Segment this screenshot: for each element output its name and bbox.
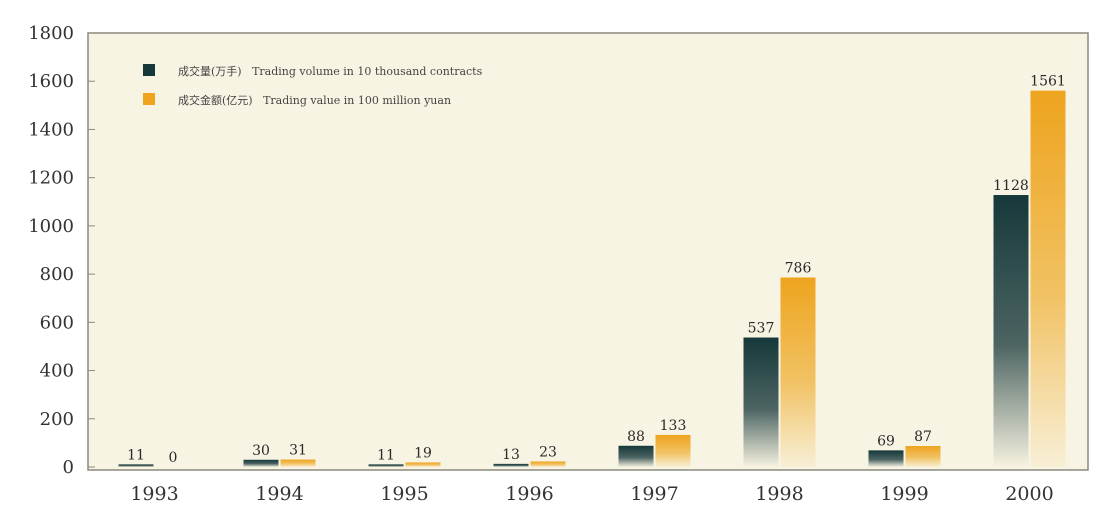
y-tick-label: 0 xyxy=(63,457,74,478)
y-tick-label: 800 xyxy=(40,264,74,285)
value-bar-1995 xyxy=(405,462,441,467)
value-data-label-1996: 23 xyxy=(539,444,557,460)
value-bar-2000 xyxy=(1030,90,1066,468)
y-tick-label: 1800 xyxy=(28,23,74,44)
volume-data-label-1999: 69 xyxy=(877,433,895,449)
volume-data-label-1995: 11 xyxy=(377,447,395,463)
data-labels: 11 0 30 31 11 19 13 23 88 133 537 786 69 87 1128 1561 xyxy=(127,74,1066,466)
bars xyxy=(118,90,1066,468)
value-bar-1996 xyxy=(530,461,566,467)
legend-swatch-volume xyxy=(143,64,155,76)
value-data-label-1995: 19 xyxy=(414,445,432,461)
value-data-label-1994: 31 xyxy=(289,443,307,459)
volume-bar-1999 xyxy=(868,450,904,467)
x-tick-label: 1993 xyxy=(130,483,178,505)
x-tick-label: 1996 xyxy=(505,483,553,505)
y-tick-label: 600 xyxy=(40,312,74,333)
value-bar-1994 xyxy=(280,459,316,467)
volume-data-label-1998: 537 xyxy=(748,321,775,337)
volume-bar-1995 xyxy=(368,464,404,467)
legend-swatch-value xyxy=(143,93,155,105)
volume-data-label-1997: 88 xyxy=(627,429,645,445)
x-tick-label: 1995 xyxy=(380,483,428,505)
legend-label-value: 成交金额(亿元) Trading value in 100 million yu… xyxy=(178,93,451,107)
x-tick-label: 1994 xyxy=(255,483,303,505)
y-tick-label: 200 xyxy=(40,409,74,430)
x-axis: 1993 1994 1995 1996 1997 1998 1999 2000 xyxy=(130,483,1053,505)
value-data-label-1999: 87 xyxy=(914,429,932,445)
value-bar-1998 xyxy=(780,277,816,467)
volume-bar-1997 xyxy=(618,445,654,467)
x-tick-label: 1999 xyxy=(880,483,928,505)
volume-data-label-1996: 13 xyxy=(502,447,520,463)
y-tick-label: 1600 xyxy=(28,71,74,92)
y-tick-label: 1400 xyxy=(28,119,74,140)
legend: 成交量(万手) Trading volume in 10 thousand co… xyxy=(143,64,483,107)
volume-bar-1998 xyxy=(743,337,779,467)
value-data-label-1993: 0 xyxy=(169,450,178,466)
volume-bar-1996 xyxy=(493,463,529,467)
value-data-label-1998: 786 xyxy=(785,260,812,276)
value-bar-1997 xyxy=(655,434,691,467)
value-bar-1999 xyxy=(905,446,941,467)
x-tick-label: 2000 xyxy=(1005,483,1053,505)
y-tick-label: 1000 xyxy=(28,216,74,237)
x-tick-label: 1998 xyxy=(755,483,803,505)
value-data-label-2000: 1561 xyxy=(1030,74,1066,90)
volume-bar-2000 xyxy=(993,195,1029,467)
y-tick-label: 1200 xyxy=(28,168,74,189)
plot-area xyxy=(87,32,1089,471)
volume-data-label-1993: 11 xyxy=(127,447,145,463)
value-data-label-1997: 133 xyxy=(660,418,687,434)
volume-data-label-2000: 1128 xyxy=(993,178,1029,194)
legend-label-volume: 成交量(万手) Trading volume in 10 thousand co… xyxy=(178,64,483,78)
y-tick-label: 400 xyxy=(40,361,74,382)
y-axis: 0 200 400 600 800 1000 1200 1400 1600 1800 xyxy=(28,23,95,478)
volume-bar-1994 xyxy=(243,459,279,467)
volume-bar-1993 xyxy=(118,464,154,467)
x-tick-label: 1997 xyxy=(630,483,678,505)
volume-data-label-1994: 30 xyxy=(252,443,270,459)
